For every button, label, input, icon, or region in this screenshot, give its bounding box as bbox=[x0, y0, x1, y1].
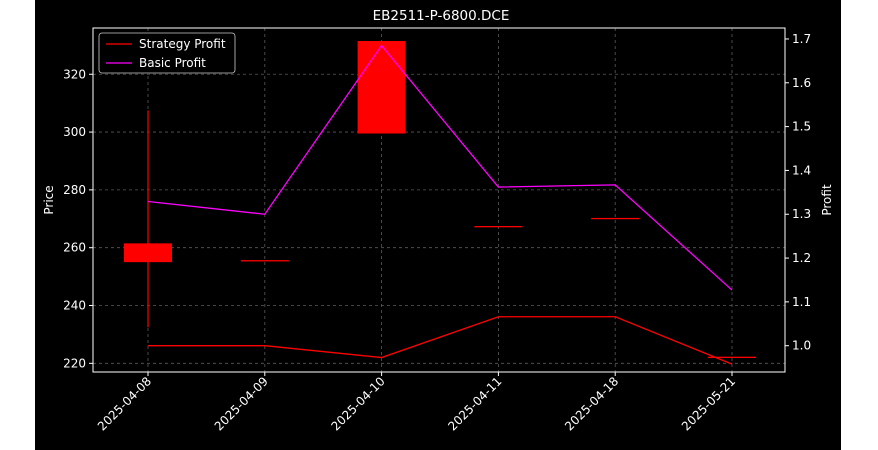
legend: Strategy Profit Basic Profit bbox=[98, 32, 236, 74]
y-tick-label-right: 1.4 bbox=[792, 163, 811, 177]
y-tick-label-left: 300 bbox=[63, 125, 86, 139]
y-tick-label-right: 1.6 bbox=[792, 76, 811, 90]
y-tick-label-left: 220 bbox=[63, 356, 86, 370]
legend-label: Basic Profit bbox=[139, 56, 206, 70]
candle-body bbox=[708, 356, 756, 358]
y-tick-label-right: 1.2 bbox=[792, 251, 811, 265]
y-tick-label-right: 1.0 bbox=[792, 339, 811, 353]
series-line bbox=[148, 316, 733, 365]
chart-svg: EB2511-P-6800.DCE Price Profit 220 240 260… bbox=[42, 8, 834, 433]
x-tick-label: 2025-04-11 bbox=[445, 374, 504, 433]
y-tick-label-right: 1.7 bbox=[792, 32, 811, 46]
candle-body bbox=[357, 41, 406, 134]
chart-title: EB2511-P-6800.DCE bbox=[373, 8, 510, 24]
y-tick-label-left: 280 bbox=[63, 183, 86, 197]
candle-body bbox=[474, 226, 523, 228]
y-tick-label-right: 1.1 bbox=[792, 295, 811, 309]
legend-box bbox=[98, 32, 236, 74]
x-tick-label: 2025-05-21 bbox=[679, 374, 738, 433]
y-tick-label-left: 260 bbox=[63, 241, 86, 255]
y-tick-label-right: 1.5 bbox=[792, 120, 811, 134]
y-tick-label-left: 240 bbox=[63, 299, 86, 313]
x-tick-label: 2025-04-10 bbox=[329, 374, 388, 433]
axes-frame bbox=[92, 27, 786, 373]
y-tick-label-left: 320 bbox=[63, 67, 86, 81]
y-axis-label-right: Profit bbox=[820, 184, 834, 216]
y-axis-label-left: Price bbox=[42, 185, 56, 214]
plot-area: 220 240 260 280 300 320 1.0 1.1 1.2 1.3 1.4 1.5 1.6 1… bbox=[63, 27, 811, 433]
x-tick-label: 2025-04-18 bbox=[562, 374, 621, 433]
candle-body bbox=[591, 217, 640, 220]
legend-label: Strategy Profit bbox=[139, 37, 226, 51]
x-tick-label: 2025-04-08 bbox=[95, 374, 154, 433]
y-tick-label-right: 1.3 bbox=[792, 207, 811, 221]
series-line bbox=[147, 44, 733, 291]
x-tick-label: 2025-04-09 bbox=[212, 374, 271, 433]
candle-body bbox=[240, 260, 289, 262]
chart-figure: EB2511-P-6800.DCE Price Profit 220 240 260… bbox=[35, 0, 841, 450]
candle-body bbox=[124, 243, 172, 263]
